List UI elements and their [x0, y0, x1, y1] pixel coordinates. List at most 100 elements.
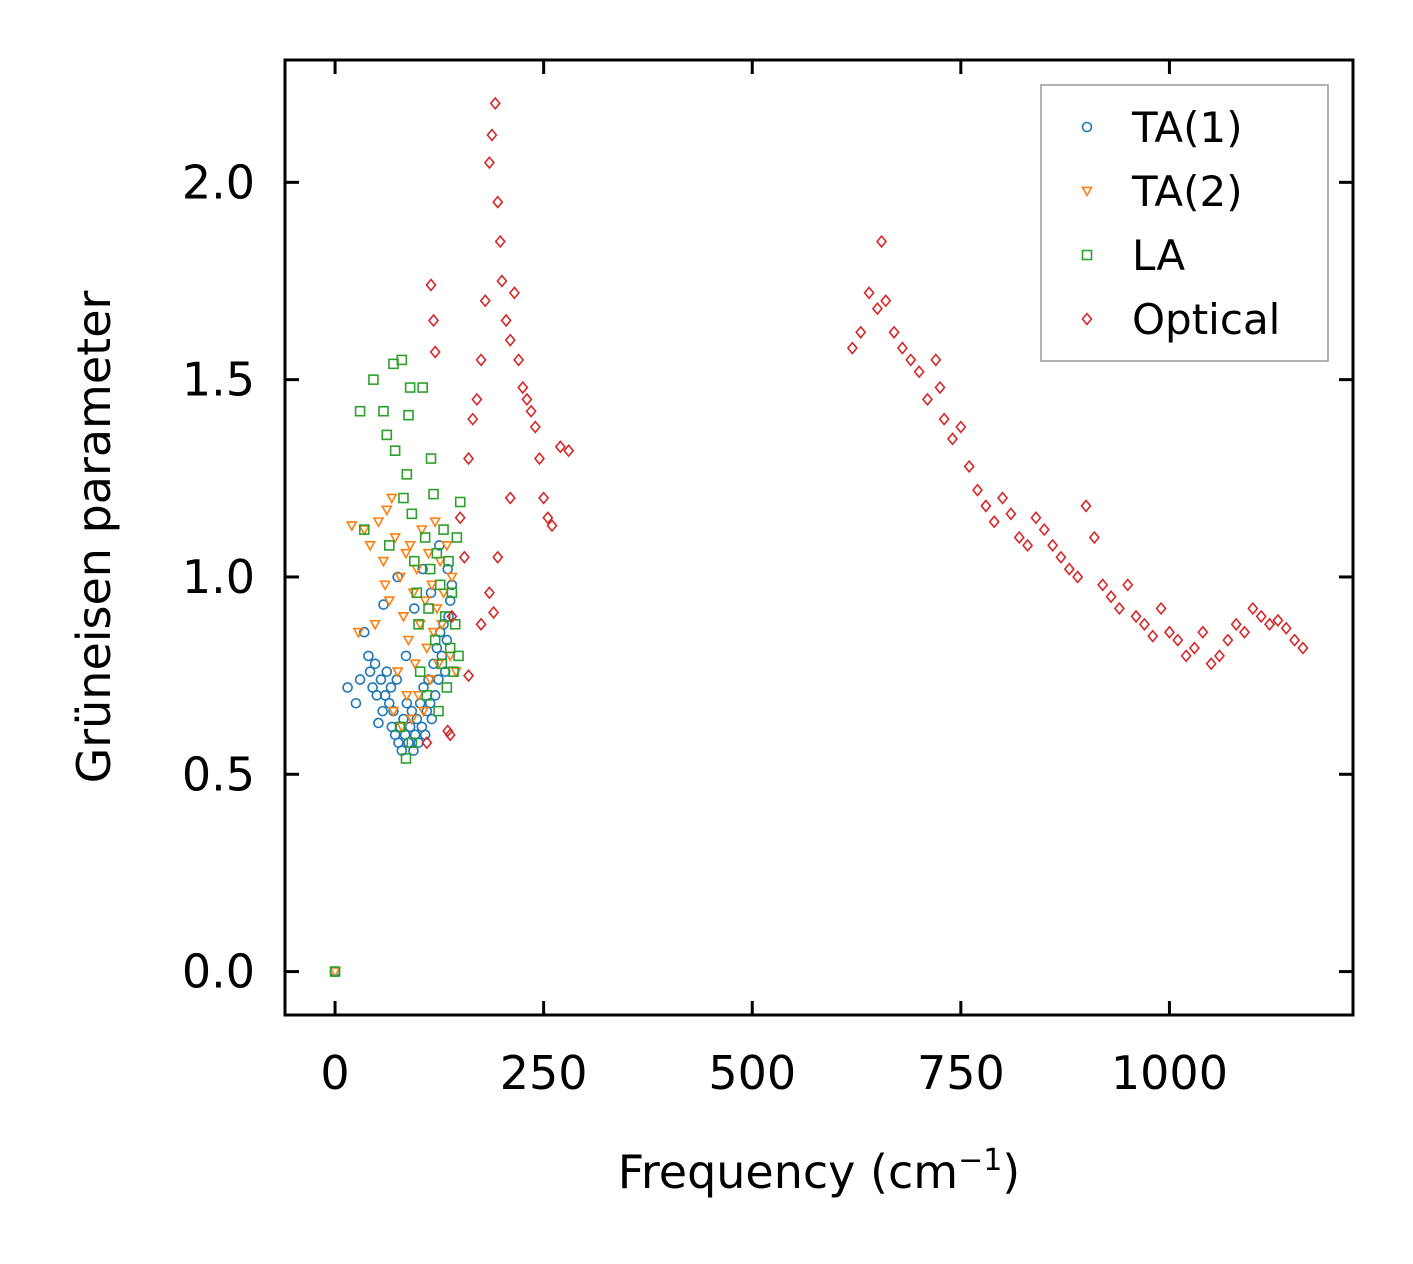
point-optical: [1013, 530, 1025, 545]
point-optical: [1047, 538, 1059, 553]
point-optical: [546, 519, 558, 533]
point-ta-2: [400, 548, 412, 560]
point-ta-1: [444, 595, 456, 606]
point-ta-2: [425, 580, 438, 592]
point-la: [431, 547, 443, 559]
legend-label-optical: Optical: [1132, 295, 1280, 344]
legend-marker-ta-2: [1081, 186, 1093, 198]
point-ta-2: [446, 572, 458, 584]
point-ta-1: [379, 690, 391, 701]
point-ta-2: [389, 533, 401, 544]
point-optical: [1030, 511, 1042, 525]
point-optical: [483, 586, 495, 600]
point-optical: [489, 96, 501, 111]
point-optical: [871, 301, 883, 316]
point-optical: [913, 365, 925, 379]
point-la: [368, 374, 379, 385]
point-optical: [1038, 522, 1050, 537]
point-ta-2: [383, 596, 396, 607]
point-ta-2: [424, 675, 437, 686]
point-optical: [513, 353, 525, 367]
point-ta-2: [345, 521, 358, 532]
point-optical: [1188, 641, 1201, 655]
point-optical: [521, 392, 533, 407]
point-optical: [980, 499, 992, 513]
point-ta-1: [373, 717, 384, 729]
point-la: [394, 721, 406, 733]
point-optical: [504, 333, 516, 347]
point-ta-1: [400, 650, 412, 662]
point-la: [389, 445, 401, 456]
point-la: [441, 682, 453, 693]
point-optical: [1105, 590, 1117, 604]
point-optical: [1213, 649, 1226, 663]
x-tick-label: 1000: [1111, 1046, 1228, 1100]
point-optical: [1205, 657, 1217, 671]
point-optical: [471, 392, 483, 407]
legend-marker-optical: [1081, 312, 1093, 326]
point-la: [413, 619, 424, 630]
point-optical: [446, 609, 458, 624]
point-ta-1: [381, 666, 393, 677]
point-la: [434, 579, 446, 591]
point-la: [409, 555, 420, 567]
legend-marker-la: [1081, 249, 1093, 261]
point-la: [383, 540, 395, 551]
y-tick-label: 0.0: [182, 945, 255, 999]
point-optical: [486, 128, 498, 142]
point-la: [417, 382, 428, 393]
legend-label-ta-1: TA(1): [1131, 103, 1243, 152]
point-optical: [938, 412, 950, 426]
legend-label-la: LA: [1132, 231, 1185, 280]
point-ta-1: [378, 599, 389, 610]
point-optical: [1122, 578, 1134, 592]
point-ta-1: [411, 713, 423, 725]
point-ta-1: [364, 666, 376, 677]
point-ta-2: [372, 517, 385, 528]
point-optical: [444, 728, 456, 742]
point-ta-1: [358, 626, 370, 638]
point-optical: [525, 404, 537, 418]
point-la: [414, 666, 426, 677]
point-optical: [494, 234, 506, 249]
point-ta-2: [400, 690, 413, 702]
point-optical: [1297, 641, 1309, 655]
x-tick-label: 0: [320, 1046, 349, 1100]
point-ta-1: [404, 721, 416, 733]
point-ta-2: [430, 604, 443, 615]
point-optical: [458, 550, 470, 564]
point-optical: [517, 380, 529, 395]
point-la: [439, 611, 451, 622]
point-ta-1: [342, 682, 353, 693]
point-la: [406, 508, 418, 520]
legend: TA(1) TA(2) LA Optical: [1040, 84, 1329, 362]
point-ta-2: [391, 667, 404, 678]
point-optical: [554, 440, 566, 454]
point-optical: [1264, 617, 1276, 631]
point-optical: [930, 353, 942, 367]
point-ta-2: [369, 619, 381, 631]
point-optical: [963, 459, 975, 474]
point-ta-1: [409, 603, 420, 614]
point-optical: [880, 294, 892, 308]
point-optical: [492, 195, 504, 209]
y-tick-label: 2.0: [182, 155, 255, 209]
point-optical: [896, 341, 908, 355]
point-ta-1: [425, 587, 437, 599]
point-optical: [529, 420, 541, 434]
point-ta-2: [420, 643, 433, 655]
y-tick-label: 1.5: [182, 353, 255, 407]
point-optical: [971, 483, 984, 497]
point-la: [446, 587, 458, 599]
point-optical: [1055, 550, 1067, 564]
point-optical: [888, 325, 900, 339]
point-optical: [905, 353, 917, 367]
point-optical: [542, 511, 554, 525]
point-ta-2: [397, 612, 410, 623]
point-ta-1: [417, 563, 428, 575]
point-ta-1: [369, 658, 381, 670]
point-optical: [1180, 649, 1192, 663]
point-ta-1: [391, 674, 403, 685]
point-ta-1: [354, 674, 366, 685]
point-optical: [508, 286, 520, 300]
